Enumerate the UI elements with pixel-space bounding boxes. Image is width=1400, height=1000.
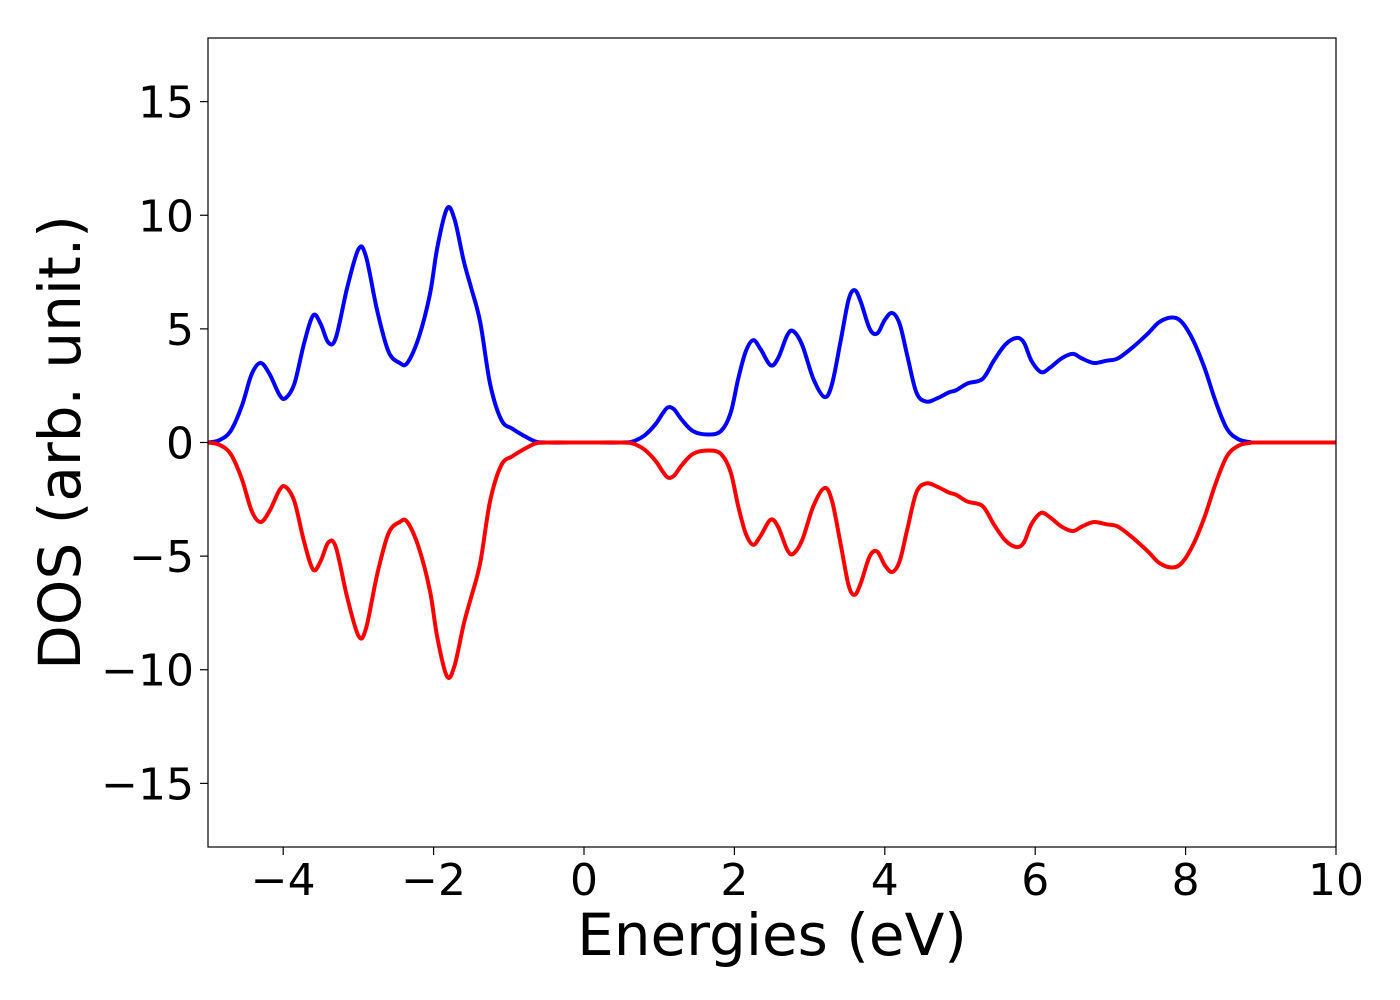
x-tick-label: 0	[570, 855, 598, 906]
y-axis-label: DOS (arb. unit.)	[26, 215, 94, 670]
y-tick-label: 15	[138, 78, 194, 129]
y-tick-label: −5	[129, 532, 194, 583]
x-tick-label: −2	[401, 855, 466, 906]
x-tick-label: −4	[251, 855, 316, 906]
series-line-0	[207, 205, 1337, 445]
x-tick-label: 10	[1308, 855, 1364, 906]
y-tick-label: 5	[166, 305, 194, 356]
x-axis-label: Energies (eV)	[577, 901, 967, 969]
x-tick-label: 4	[871, 855, 899, 906]
x-axis-ticks: −4 −2 0 2 4 6 8 10	[251, 847, 1364, 906]
y-axis-ticks: 15 10 5 0 −5 −10 −15	[101, 78, 208, 810]
plot-area-frame	[207, 37, 1337, 848]
y-tick-label: 10	[138, 191, 194, 242]
x-tick-label: 2	[720, 855, 748, 906]
x-tick-label: 8	[1172, 855, 1200, 906]
series-line-1	[207, 440, 1337, 680]
y-tick-label: −15	[101, 759, 194, 810]
series-layer	[207, 205, 1337, 680]
x-tick-label: 6	[1021, 855, 1049, 906]
y-tick-label: 0	[166, 419, 194, 470]
y-tick-label: −10	[101, 646, 194, 697]
